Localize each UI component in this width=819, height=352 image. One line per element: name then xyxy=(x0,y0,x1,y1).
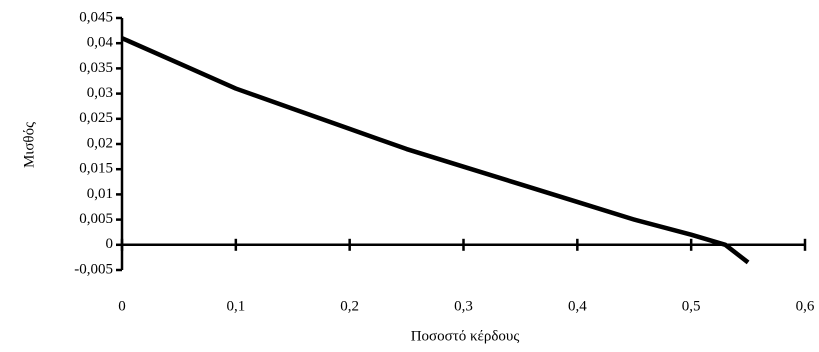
y-tick-label: 0,035 xyxy=(79,60,113,76)
x-tick-label: 0,6 xyxy=(796,298,815,314)
x-tick-label: 0,1 xyxy=(226,298,245,314)
x-axis-label: Ποσοστό κέρδους xyxy=(411,328,520,344)
x-tick-label: 0,3 xyxy=(454,298,473,314)
x-tick-label: 0,2 xyxy=(340,298,359,314)
y-axis-label: Μισθός xyxy=(21,122,37,168)
y-tick-label: 0,025 xyxy=(79,110,113,126)
y-tick-label: 0,02 xyxy=(87,135,113,151)
data-line xyxy=(121,36,750,265)
x-tick-label: 0,5 xyxy=(682,298,701,314)
y-tick-label: 0,015 xyxy=(79,161,113,177)
y-tick-label: 0,045 xyxy=(79,9,113,25)
y-tick-label: 0,03 xyxy=(87,85,113,101)
y-tick-label: 0 xyxy=(106,236,114,252)
x-tick-label: 0 xyxy=(118,298,126,314)
y-tick-label: -0,005 xyxy=(74,261,113,277)
x-tick-label: 0,4 xyxy=(568,298,587,314)
y-tick-label: 0,005 xyxy=(79,211,113,227)
y-tick-label: 0,01 xyxy=(87,186,113,202)
y-tick-label: 0,04 xyxy=(87,35,114,51)
